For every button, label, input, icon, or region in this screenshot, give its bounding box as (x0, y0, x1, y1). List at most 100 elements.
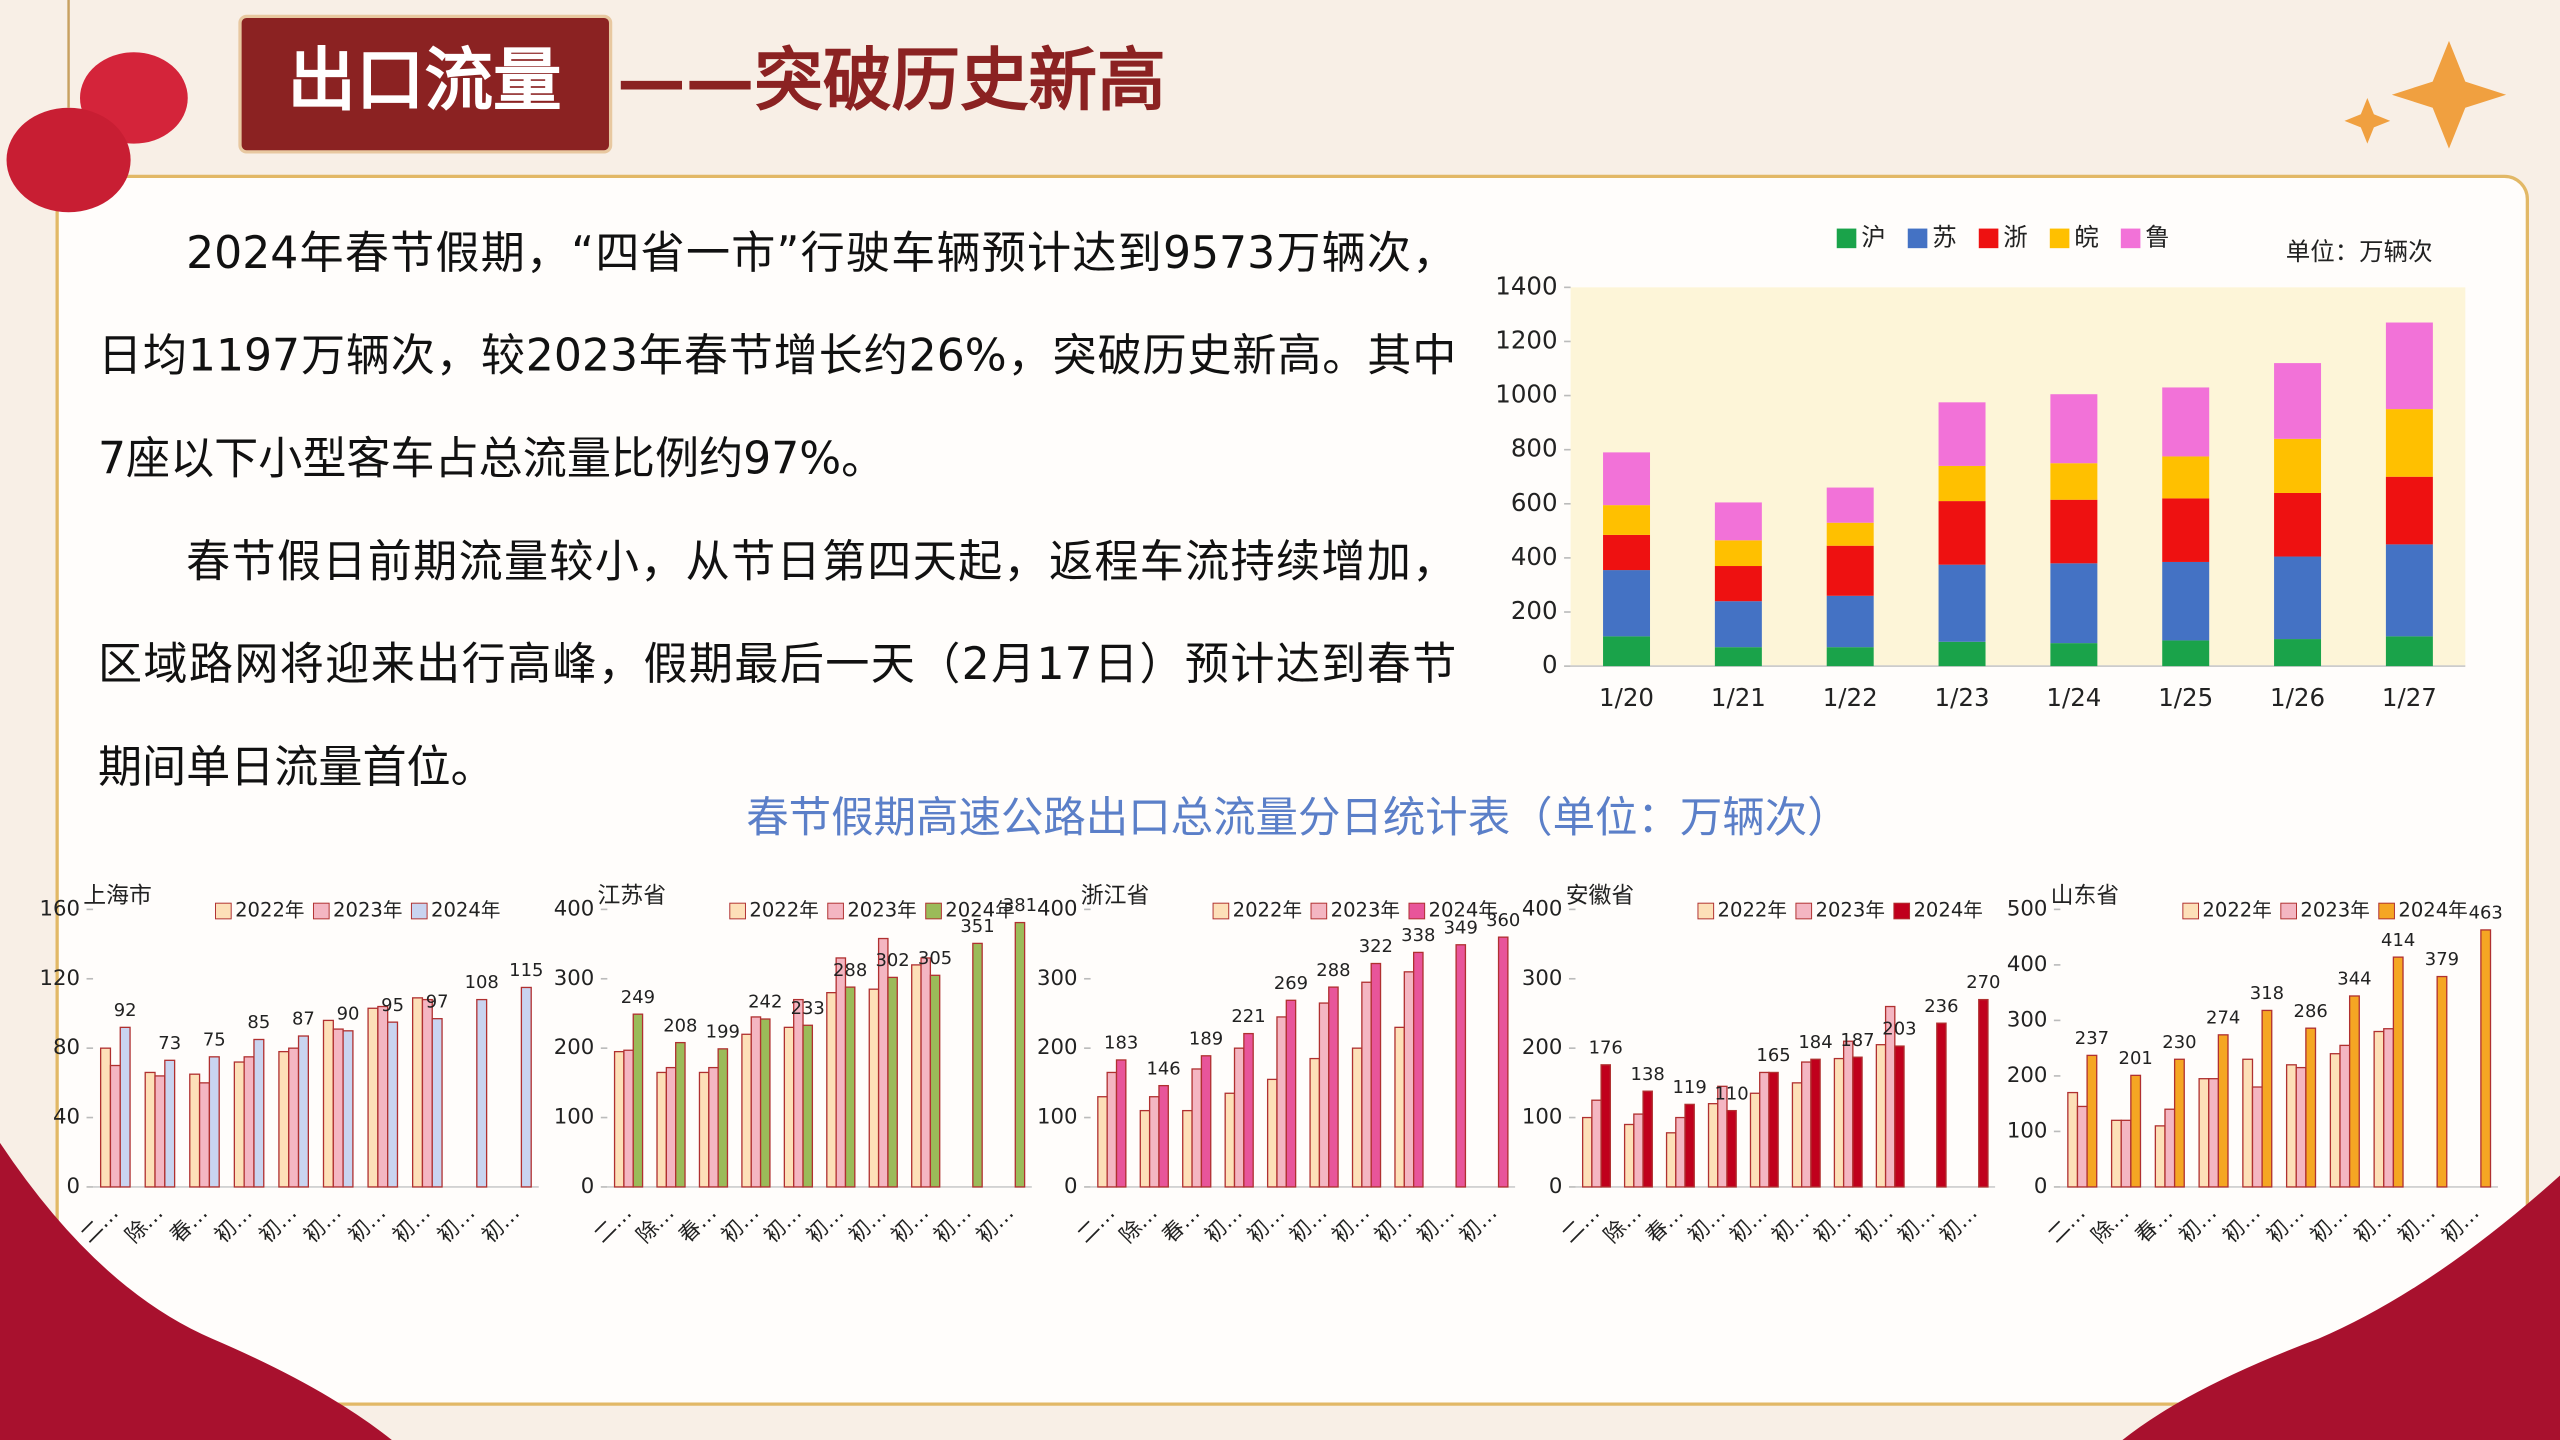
bar (208, 1056, 220, 1188)
bar (1148, 1096, 1160, 1188)
bar (367, 1007, 379, 1188)
data-label: 349 (1444, 917, 1478, 938)
bar-segment (2274, 556, 2322, 640)
bar (164, 1059, 176, 1188)
data-label: 187 (1840, 1030, 1874, 1051)
bar (844, 986, 856, 1188)
paragraphs: 2024年春节假期，“四省一市”行驶车辆预计达到9573万辆次，日均1197万辆… (98, 202, 1456, 819)
legend-label: 2024年 (1913, 899, 1982, 922)
bar (972, 942, 983, 1188)
bar (1412, 951, 1424, 1188)
bar (1370, 962, 1382, 1188)
bar (920, 957, 932, 1188)
legend-swatch (827, 902, 844, 920)
bar (2173, 1058, 2185, 1188)
bar (253, 1038, 265, 1188)
legend-label: 2023年 (847, 899, 916, 922)
bar (342, 1030, 354, 1188)
legend-swatch (1907, 228, 1928, 249)
bar (1801, 1061, 1812, 1188)
paragraph: 春节假日前期流量较小，从节日第四天起，返程车流持续增加，区域路网将迎来出行高峰，… (97, 537, 1457, 794)
bar (322, 1019, 334, 1188)
legend-label: 2022年 (1718, 899, 1787, 922)
bar-segment (2385, 409, 2433, 477)
chart-title: 浙江省 (1081, 883, 1150, 909)
lantern (6, 107, 131, 213)
bar (613, 1050, 625, 1188)
bar (1936, 1022, 1947, 1188)
bar (99, 1047, 112, 1188)
bar (1318, 1002, 1330, 1188)
legend-label: 2022年 (235, 899, 304, 922)
bar (1158, 1084, 1169, 1188)
legend-swatch (2049, 228, 2070, 249)
bar (2242, 1058, 2254, 1188)
bar (1394, 1026, 1405, 1188)
header-title: 出口流量 (287, 41, 561, 121)
data-label: 381 (1003, 895, 1037, 916)
data-label: 269 (1274, 973, 1308, 994)
data-label: 138 (1631, 1064, 1665, 1085)
bar (1351, 1047, 1363, 1188)
bar (1707, 1103, 1719, 1188)
bar (2436, 975, 2448, 1188)
bar (1328, 986, 1339, 1188)
data-label: 183 (1104, 1033, 1138, 1054)
bar (835, 957, 847, 1188)
bar (431, 1018, 443, 1188)
bar (2120, 1119, 2132, 1188)
bar-segment (2050, 463, 2098, 500)
bar (1852, 1056, 1863, 1188)
legend-label: 2023年 (333, 899, 402, 922)
data-label: 274 (2206, 1008, 2240, 1029)
legend-swatch (729, 902, 746, 920)
legend-swatch (2120, 228, 2141, 249)
legend-swatch (1836, 228, 1857, 249)
bar (1623, 1123, 1635, 1188)
bar (2076, 1105, 2088, 1188)
x-tick-label: 1/21 (1711, 683, 1766, 712)
star-decoration (2391, 40, 2507, 149)
bar (288, 1047, 300, 1188)
y-tick-label: 200 (2007, 1063, 2048, 1088)
y-tick-label: 0 (581, 1174, 595, 1199)
bar (2110, 1119, 2122, 1188)
data-label: 302 (875, 950, 909, 971)
header-subtitle: ——突破历史新高 (617, 41, 1166, 121)
legend-swatch (1212, 902, 1230, 920)
bar (1285, 999, 1297, 1188)
data-label: 95 (381, 995, 404, 1016)
y-tick-label: 100 (2007, 1118, 2048, 1143)
bar (759, 1018, 771, 1188)
chart-title: 山东省 (2051, 883, 2120, 909)
bar (656, 1071, 668, 1188)
y-tick-label: 500 (2007, 896, 2048, 921)
bar-segment (1826, 545, 1874, 596)
bar-segment (2385, 322, 2433, 410)
data-label: 75 (203, 1030, 226, 1051)
legend-swatch (1408, 902, 1426, 920)
bar (278, 1050, 290, 1188)
data-label: 270 (1966, 972, 2000, 993)
bar (1581, 1116, 1593, 1188)
bar-segment (1826, 595, 1874, 648)
data-label: 85 (247, 1012, 270, 1033)
bar-segment (1826, 647, 1874, 667)
y-tick-label: 400 (1511, 542, 1558, 571)
bar (1014, 921, 1026, 1188)
data-label: 119 (1673, 1077, 1707, 1098)
bar (826, 992, 837, 1188)
bar (1097, 1096, 1108, 1188)
x-tick-label: 1/26 (2270, 683, 2325, 712)
bar-segment (1938, 402, 1986, 466)
data-label: 189 (1189, 1028, 1223, 1049)
legend-swatch (2280, 902, 2297, 920)
bar (119, 1026, 131, 1188)
legend-label: 皖 (2074, 222, 2098, 251)
data-label: 463 (2469, 903, 2503, 924)
legend-swatch (312, 902, 330, 920)
data-label: 208 (663, 1015, 697, 1036)
bar (2130, 1074, 2142, 1188)
data-label: 73 (158, 1033, 181, 1054)
